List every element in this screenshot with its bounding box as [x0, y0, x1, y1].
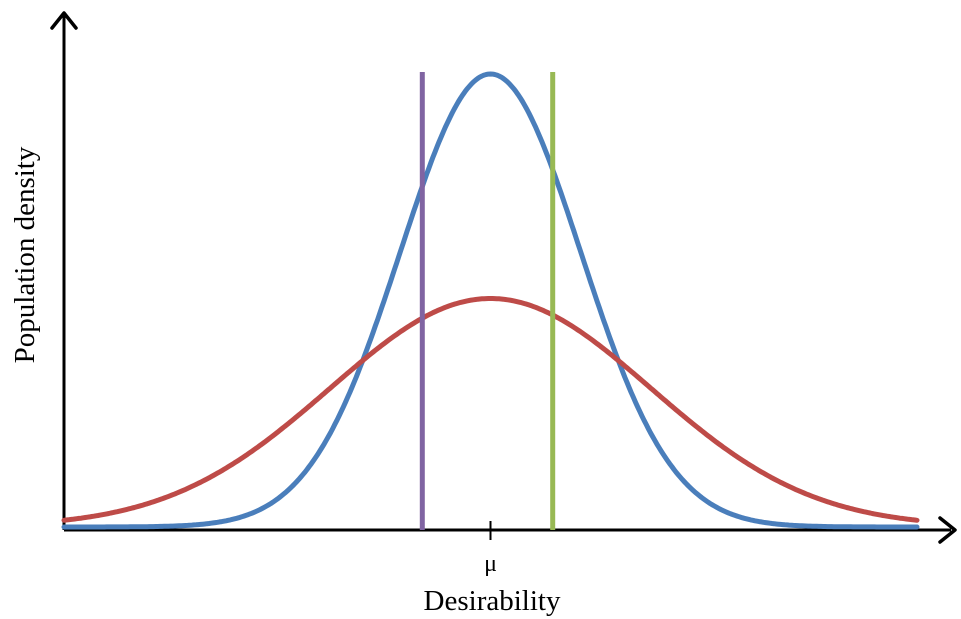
- x-axis-arrow: [938, 516, 957, 544]
- series-curve-2: [61, 296, 920, 523]
- x-tick-label-1: μ: [484, 551, 497, 577]
- plot-area: [61, 71, 920, 530]
- x-axis-label: Desirability: [424, 585, 561, 617]
- x-ticks: μ: [484, 521, 497, 577]
- y-axis-label: Population density: [9, 146, 41, 363]
- y-axis-arrow: [50, 11, 78, 30]
- series-curve-1: [61, 71, 920, 530]
